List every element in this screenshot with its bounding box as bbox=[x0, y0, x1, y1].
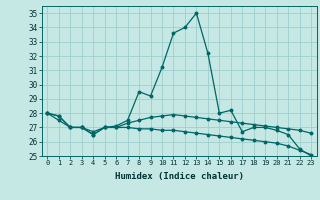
X-axis label: Humidex (Indice chaleur): Humidex (Indice chaleur) bbox=[115, 172, 244, 181]
